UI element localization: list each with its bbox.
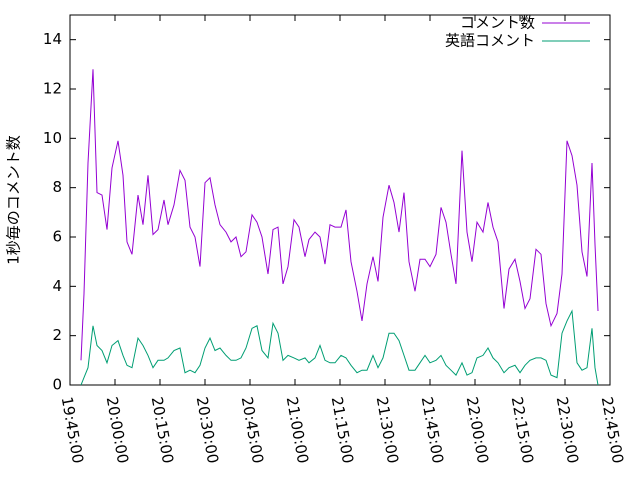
y-tick-label: 12: [43, 80, 62, 98]
y-tick-label: 8: [52, 178, 62, 196]
x-tick-label: 22:15:00: [508, 395, 537, 464]
x-tick-label: 21:00:00: [283, 395, 312, 464]
x-tick-label: 20:30:00: [193, 395, 222, 464]
x-tick-label: 22:45:00: [598, 395, 627, 464]
y-tick-label: 14: [43, 30, 62, 48]
series-line: [80, 69, 599, 361]
y-tick-label: 4: [52, 277, 62, 295]
y-tick-label: 10: [43, 129, 62, 147]
x-tick-label: 21:45:00: [418, 395, 447, 464]
series-line: [80, 309, 599, 386]
y-tick-label: 2: [52, 326, 62, 344]
x-tick-label: 20:45:00: [238, 395, 267, 464]
x-tick-label: 20:15:00: [148, 395, 177, 464]
x-tick-label: 21:30:00: [373, 395, 402, 464]
legend-label: 英語コメント: [445, 32, 535, 50]
legend-label: コメント数: [460, 14, 535, 32]
x-tick-label: 21:15:00: [328, 395, 357, 464]
y-tick-label: 6: [52, 228, 62, 246]
y-tick-label: 0: [52, 376, 62, 394]
x-tick-label: 22:00:00: [463, 395, 492, 464]
x-tick-label: 19:45:00: [58, 395, 87, 464]
plot-border: [69, 14, 611, 386]
x-tick-label: 22:30:00: [553, 395, 582, 464]
x-tick-label: 20:00:00: [103, 395, 132, 464]
y-axis-label: 1秒毎のコメント数: [5, 135, 23, 265]
